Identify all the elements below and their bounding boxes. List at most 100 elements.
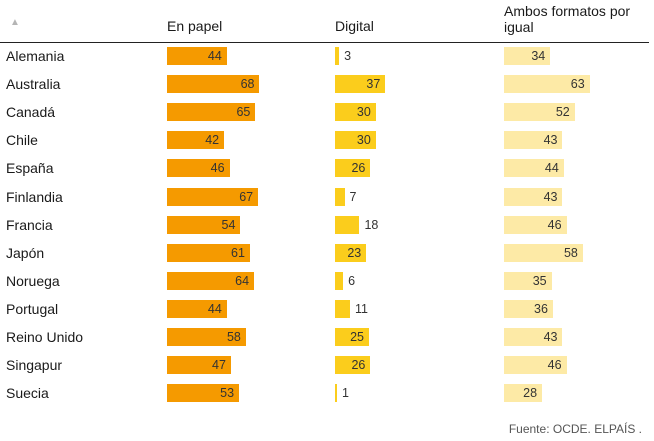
bar-value-label: 46 xyxy=(547,358,562,373)
bar-3 xyxy=(504,215,567,234)
bar-3 xyxy=(504,328,563,346)
bar-value-label: 58 xyxy=(226,330,241,344)
bar-2 xyxy=(335,159,371,178)
bar-2 xyxy=(335,243,367,262)
bar-value-label: 34 xyxy=(531,49,546,63)
bar-1 xyxy=(167,356,231,375)
bar-2 xyxy=(335,299,350,318)
bar-value-label: 26 xyxy=(351,358,366,373)
header-divider xyxy=(0,42,649,43)
bar-2 xyxy=(335,47,340,65)
row-label: Alemania xyxy=(6,48,65,64)
bar-value-label: 52 xyxy=(555,105,570,120)
bar-value-label: 67 xyxy=(239,189,254,204)
bar-value-label: 28 xyxy=(523,386,538,401)
bar-value-label: 30 xyxy=(356,133,371,148)
bar-1 xyxy=(167,384,240,403)
bar-value-label: 46 xyxy=(210,161,225,176)
bar-3 xyxy=(504,75,590,94)
bar-value-label: 11 xyxy=(354,301,368,316)
bar-2 xyxy=(335,384,337,403)
bar-value-label: 3 xyxy=(344,49,352,63)
bar-value-label: 54 xyxy=(221,217,236,232)
bar-3 xyxy=(504,299,553,318)
column-header-line: igual xyxy=(504,19,534,35)
bar-value-label: 37 xyxy=(366,77,381,92)
bar-1 xyxy=(167,328,246,346)
column-header-2[interactable]: Digital xyxy=(335,18,374,34)
bar-2 xyxy=(335,271,344,290)
bar-2 xyxy=(335,328,369,346)
bar-value-label: 36 xyxy=(534,301,548,316)
bar-1 xyxy=(167,75,260,94)
bar-3 xyxy=(504,159,564,178)
bar-value-label: 53 xyxy=(220,386,235,401)
bar-value-label: 43 xyxy=(543,189,558,204)
row-label: Chile xyxy=(6,132,38,149)
row-label: Australia xyxy=(6,76,61,93)
column-header-line: Digital xyxy=(335,18,374,34)
bar-1 xyxy=(167,47,227,65)
bar-value-label: 61 xyxy=(231,245,245,260)
bar-3 xyxy=(504,47,551,65)
bar-value-label: 65 xyxy=(236,105,251,120)
source-note: Fuente: OCDE. ELPAÍS . xyxy=(508,422,642,436)
column-header-line: Ambos formatos por xyxy=(504,3,631,19)
row-label: Singapur xyxy=(6,357,63,374)
bar-value-label: 44 xyxy=(544,161,559,176)
bar-2 xyxy=(335,75,386,94)
bar-value-label: 58 xyxy=(563,245,578,260)
bar-value-label: 6 xyxy=(348,273,356,288)
column-header-1[interactable]: En papel xyxy=(167,18,222,34)
bar-3 xyxy=(504,243,583,262)
bar-value-label: 25 xyxy=(350,330,364,344)
bar-value-label: 23 xyxy=(347,245,362,260)
bar-value-label: 35 xyxy=(532,273,547,288)
bar-value-label: 7 xyxy=(349,189,357,204)
column-header-3[interactable]: Ambos formatos por igual xyxy=(504,3,630,35)
bar-1 xyxy=(167,187,259,206)
bar-value-label: 44 xyxy=(207,301,222,316)
bar-value-label: 42 xyxy=(205,133,220,148)
bar-1 xyxy=(167,103,256,122)
bar-1 xyxy=(167,271,255,290)
bar-2 xyxy=(335,356,371,375)
row-label: Noruega xyxy=(6,272,60,289)
bar-value-label: 64 xyxy=(235,273,250,288)
bar-1 xyxy=(167,131,225,150)
bar-2 xyxy=(335,187,345,206)
sort-icon[interactable]: ▲ xyxy=(10,17,20,28)
row-label: Francia xyxy=(6,216,53,233)
bar-2 xyxy=(335,131,376,150)
bar-1 xyxy=(167,299,227,318)
bar-3 xyxy=(504,384,543,403)
row-label: Canadá xyxy=(6,104,56,121)
bar-3 xyxy=(504,131,563,150)
bar-value-label: 43 xyxy=(543,133,558,148)
bar-value-label: 63 xyxy=(570,77,585,92)
bar-value-label: 44 xyxy=(207,49,222,63)
row-label: Reino Unido xyxy=(6,329,84,345)
bar-value-label: 68 xyxy=(240,77,255,92)
row-label: España xyxy=(6,160,54,177)
row-label: Portugal xyxy=(6,300,59,317)
bar-value-label: 47 xyxy=(212,358,226,373)
bar-3 xyxy=(504,103,575,122)
bar-3 xyxy=(504,187,563,206)
row-label: Japón xyxy=(6,244,45,261)
bar-value-label: 1 xyxy=(342,386,349,401)
column-header-line: En papel xyxy=(167,18,223,34)
bar-value-label: 26 xyxy=(351,161,366,176)
bar-1 xyxy=(167,215,241,234)
bar-value-label: 46 xyxy=(547,217,562,232)
bar-1 xyxy=(167,243,250,262)
bar-value-label: 43 xyxy=(543,330,558,344)
bar-1 xyxy=(167,159,230,178)
row-label: Finlandia xyxy=(6,188,63,205)
bar-3 xyxy=(504,356,567,375)
bar-2 xyxy=(335,103,376,122)
bar-value-label: 30 xyxy=(356,105,371,120)
bar-2 xyxy=(335,215,360,234)
row-label: Suecia xyxy=(6,385,49,402)
bar-3 xyxy=(504,271,552,290)
